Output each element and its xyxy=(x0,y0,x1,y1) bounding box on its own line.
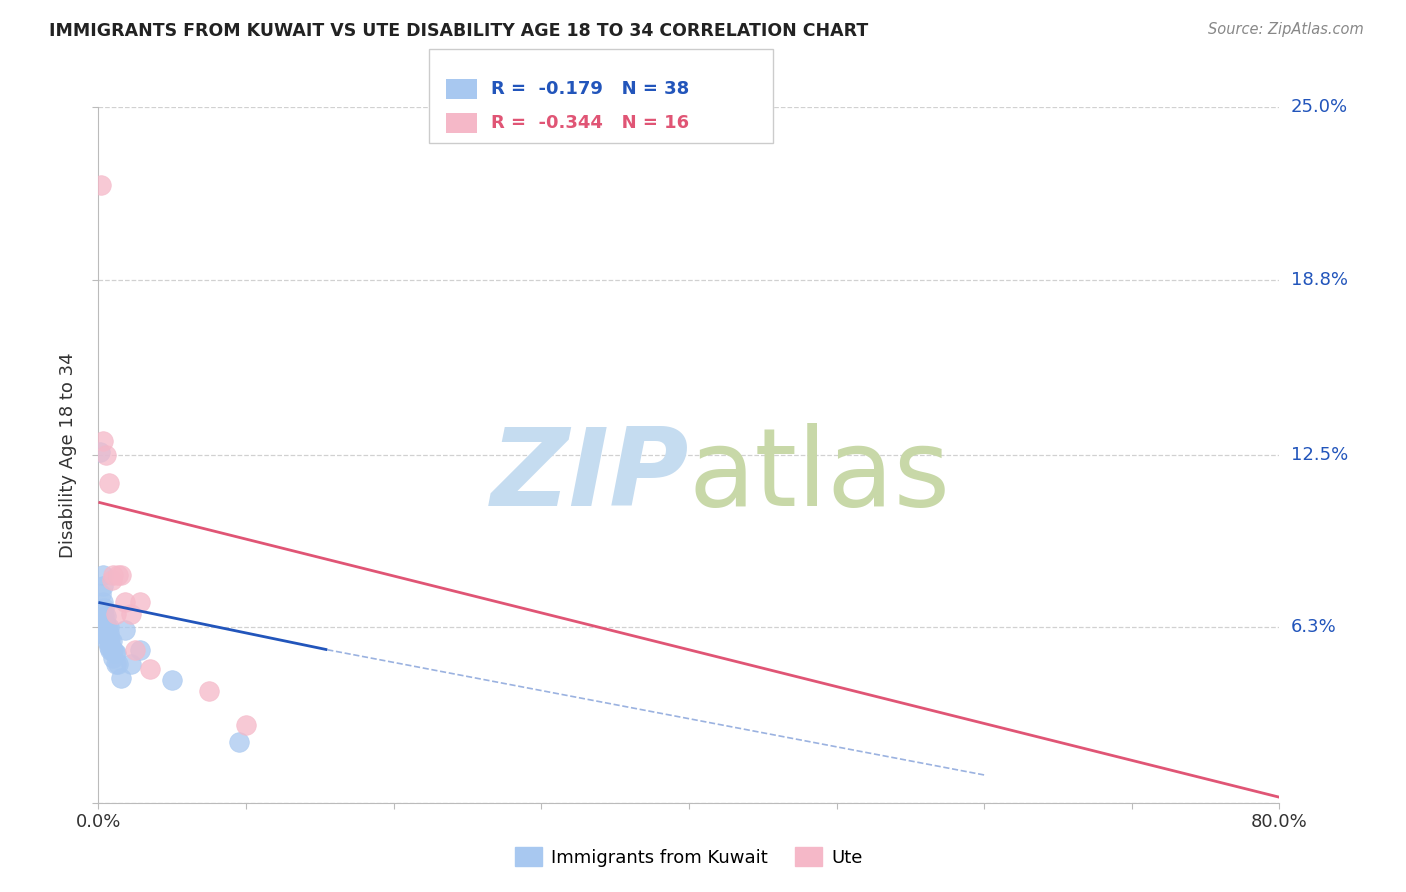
Point xyxy=(100,642,122,657)
Point xyxy=(96,629,118,643)
Point xyxy=(93,601,115,615)
Point xyxy=(97,640,120,654)
Point xyxy=(103,651,125,665)
Point xyxy=(198,684,221,698)
Point xyxy=(124,642,146,657)
Y-axis label: Disability Age 18 to 34: Disability Age 18 to 34 xyxy=(59,352,77,558)
Point xyxy=(94,624,117,638)
Point xyxy=(96,620,118,634)
Point xyxy=(103,567,125,582)
Legend: Immigrants from Kuwait, Ute: Immigrants from Kuwait, Ute xyxy=(508,840,870,874)
Point xyxy=(91,595,114,609)
Point xyxy=(228,734,250,748)
Point xyxy=(100,573,122,587)
Point xyxy=(90,587,112,601)
Point xyxy=(235,718,257,732)
Point xyxy=(98,637,121,651)
Point xyxy=(98,642,121,657)
Point xyxy=(139,662,162,676)
Point xyxy=(100,634,122,648)
Point xyxy=(98,632,121,646)
Point xyxy=(90,615,112,629)
Point xyxy=(128,595,150,609)
Point xyxy=(90,178,112,192)
Point xyxy=(105,607,128,621)
Point xyxy=(110,567,132,582)
Point xyxy=(120,657,142,671)
Point xyxy=(105,657,128,671)
Point xyxy=(91,579,114,593)
Point xyxy=(97,634,120,648)
Text: ZIP: ZIP xyxy=(491,423,689,529)
Text: atlas: atlas xyxy=(689,423,950,529)
Point xyxy=(120,607,142,621)
Point xyxy=(107,567,129,582)
Text: 25.0%: 25.0% xyxy=(1291,98,1348,116)
Text: 6.3%: 6.3% xyxy=(1291,618,1336,637)
Point xyxy=(114,595,136,609)
Point xyxy=(104,646,127,660)
Point xyxy=(93,615,115,629)
Point xyxy=(97,626,120,640)
Point xyxy=(162,673,183,688)
Text: R =  -0.179   N = 38: R = -0.179 N = 38 xyxy=(491,80,689,98)
Text: R =  -0.344   N = 16: R = -0.344 N = 16 xyxy=(491,114,689,132)
Point xyxy=(97,475,120,490)
Point xyxy=(128,642,150,657)
Point xyxy=(93,624,115,638)
Point xyxy=(91,434,114,448)
Point xyxy=(114,624,136,638)
Text: 12.5%: 12.5% xyxy=(1291,446,1348,464)
Point xyxy=(103,642,125,657)
Point xyxy=(94,629,117,643)
Point xyxy=(97,620,120,634)
Point xyxy=(93,609,115,624)
Point xyxy=(107,657,129,671)
Text: 18.8%: 18.8% xyxy=(1291,270,1347,289)
Point xyxy=(89,445,111,459)
Text: IMMIGRANTS FROM KUWAIT VS UTE DISABILITY AGE 18 TO 34 CORRELATION CHART: IMMIGRANTS FROM KUWAIT VS UTE DISABILITY… xyxy=(49,22,869,40)
Point xyxy=(91,567,114,582)
Point xyxy=(94,617,117,632)
Point xyxy=(96,634,118,648)
Text: Source: ZipAtlas.com: Source: ZipAtlas.com xyxy=(1208,22,1364,37)
Point xyxy=(105,646,128,660)
Point xyxy=(110,671,132,685)
Point xyxy=(94,609,117,624)
Point xyxy=(94,448,117,462)
